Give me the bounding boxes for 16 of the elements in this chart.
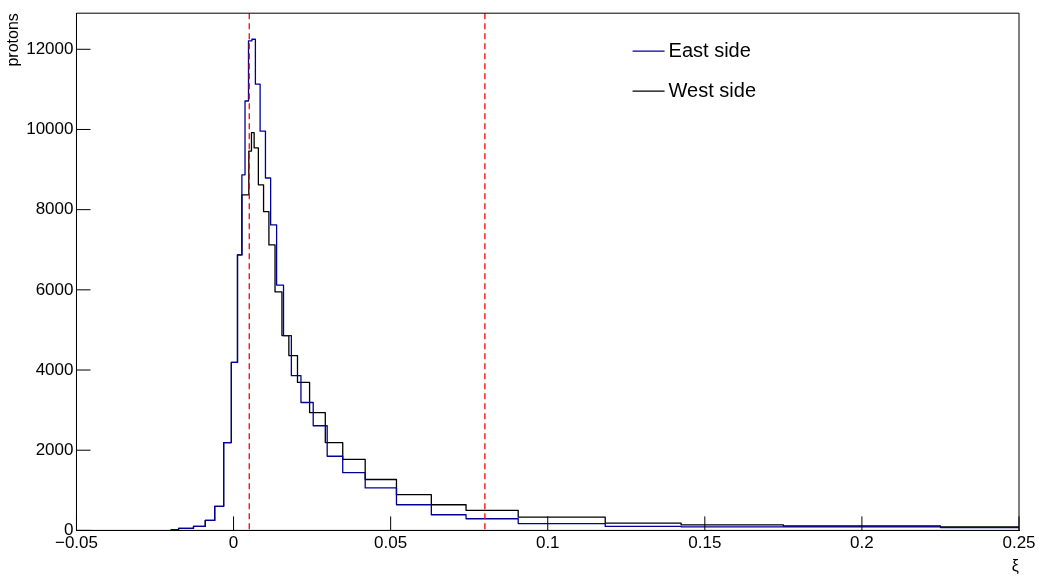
x-tick-label: 0.1 [535,533,560,553]
y-tick-label: 12000 [26,38,74,58]
x-tick-label: 0.25 [1002,533,1036,553]
x-tick-label: 0 [228,533,239,553]
y-tick-label: 6000 [35,279,74,299]
y-tick-label: 10000 [26,119,74,139]
x-axis-title: ξ [1011,556,1019,575]
x-tick-label: 0.15 [688,533,722,553]
legend-label: West side [668,78,757,101]
y-tick-label: 2000 [35,439,74,459]
y-tick-label: 4000 [35,359,74,379]
x-tick-label: 0.2 [850,533,874,553]
x-tick-label: 0.05 [374,533,408,553]
y-tick-label: 8000 [35,199,74,219]
legend-label: East side [668,38,751,61]
y-axis-title: protons [4,13,22,67]
